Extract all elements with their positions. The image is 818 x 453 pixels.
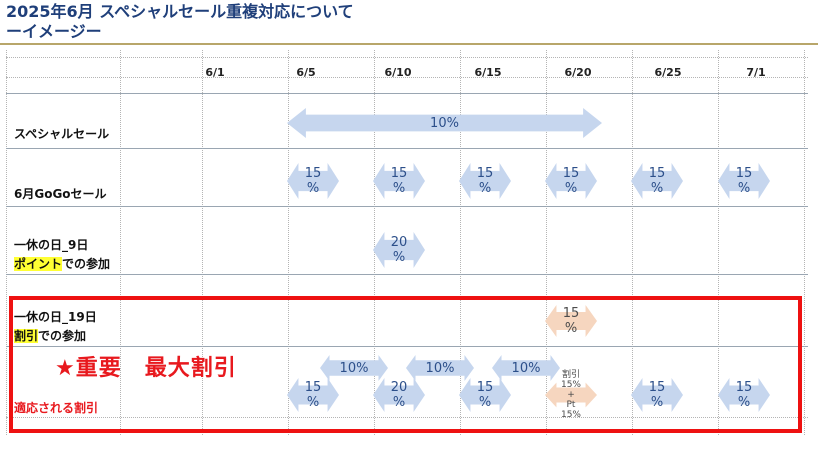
date-label: 7/1: [746, 66, 766, 79]
page-title: 2025年6月 スペシャルセール重複対応について ーイメージー: [6, 2, 354, 42]
row-divider: [6, 206, 808, 207]
discount-label: 15 %: [648, 166, 666, 196]
discount-label: 15 %: [648, 380, 666, 410]
grid-line-vertical: [120, 50, 121, 435]
grid-line-vertical: [202, 50, 203, 435]
grid-line-vertical: [804, 50, 805, 435]
date-label: 6/15: [474, 66, 502, 79]
title-divider: [0, 43, 818, 45]
double-arrow-applied-upper: 10%: [492, 355, 560, 381]
double-arrow-gogo: 15 %: [631, 163, 683, 199]
discount-label: 15 %: [735, 380, 753, 410]
row-label-gogo-sale: 6月GoGoセール: [14, 187, 107, 201]
row-label-line: ポイントでの参加: [14, 255, 110, 274]
double-arrow-gogo: 15 %: [545, 163, 597, 199]
discount-label: 15 %: [476, 166, 494, 196]
double-arrow-applied-lower: 20 %: [373, 378, 425, 412]
discount-label: 10%: [339, 360, 369, 376]
discount-label: 15 %: [562, 166, 580, 196]
double-arrow-gogo: 15 %: [287, 163, 339, 199]
grid-line-vertical: [546, 50, 547, 435]
double-arrow-applied-lower: 15 %: [718, 378, 770, 412]
double-arrow-kyuu-19: 15 %: [545, 305, 597, 337]
double-arrow-applied-lower: 15 %: [459, 378, 511, 412]
double-arrow-applied-upper: 10%: [406, 355, 474, 381]
discount-label: 15 %: [304, 380, 322, 410]
date-label: 6/10: [384, 66, 412, 79]
double-arrow-gogo: 15 %: [459, 163, 511, 199]
discount-label: 15 %: [735, 166, 753, 196]
highlighted-text: ポイント: [14, 257, 63, 271]
double-arrow-kyuu-9: 20 %: [373, 232, 425, 268]
date-label: 6/25: [654, 66, 682, 79]
grid-line-horizontal: [6, 57, 808, 58]
row-divider: [6, 274, 808, 275]
grid-line-vertical: [632, 50, 633, 435]
grid-line-horizontal: [6, 417, 808, 418]
discount-label: 10%: [511, 360, 541, 376]
row-label-line: 一休の日_9日: [14, 238, 89, 252]
row-label-special-sale: スペシャルセール: [14, 127, 110, 141]
highlighted-text: 割引: [14, 329, 39, 343]
grid-line-vertical: [374, 50, 375, 435]
title-line-1: 2025年6月 スペシャルセール重複対応について: [6, 2, 354, 21]
discount-label: 15 %: [562, 306, 580, 336]
double-arrow-gogo: 15 %: [373, 163, 425, 199]
double-arrow-special-sale: 10%: [287, 108, 602, 138]
discount-label: 割引 15% + Pt 15%: [560, 370, 581, 420]
double-arrow-gogo: 15 %: [718, 163, 770, 199]
grid-line-vertical: [718, 50, 719, 435]
date-label: 6/1: [205, 66, 225, 79]
double-arrow-applied-upper: 10%: [320, 355, 388, 381]
grid-line-vertical: [6, 50, 7, 435]
double-arrow-applied-lower: 15 %: [287, 378, 339, 412]
row-label-kyuu-9: 一休の日_9日 ポイントでの参加: [14, 236, 110, 274]
row-label-line: 一休の日_19日: [14, 310, 97, 324]
double-arrow-applied-combined: 割引 15% + Pt 15%: [545, 364, 597, 426]
discount-label: 10%: [425, 360, 455, 376]
title-line-2: ーイメージー: [6, 22, 102, 41]
grid-line-vertical: [288, 50, 289, 435]
double-arrow-applied-lower: 15 %: [631, 378, 683, 412]
label-suffix: での参加: [62, 257, 111, 271]
row-divider: [6, 93, 808, 94]
row-divider: [6, 346, 808, 347]
row-label-kyuu-19: 一休の日_19日 割引での参加: [14, 308, 97, 346]
discount-label: 10%: [430, 115, 459, 131]
grid-line-vertical: [460, 50, 461, 435]
important-note: ★重要 最大割引: [55, 356, 237, 381]
date-label: 6/5: [296, 66, 316, 79]
date-label: 6/20: [564, 66, 592, 79]
highlight-box: [9, 296, 802, 433]
discount-label: 20 %: [390, 380, 408, 410]
row-divider: [6, 148, 808, 149]
discount-label: 20 %: [390, 235, 408, 265]
discount-label: 15 %: [476, 380, 494, 410]
grid-line-horizontal: [6, 77, 808, 78]
label-suffix: での参加: [38, 329, 87, 343]
row-label-line: 割引での参加: [14, 327, 97, 346]
row-label-applied-discount: 適応される割引: [14, 401, 99, 415]
discount-label: 15 %: [390, 166, 408, 196]
discount-label: 15 %: [304, 166, 322, 196]
